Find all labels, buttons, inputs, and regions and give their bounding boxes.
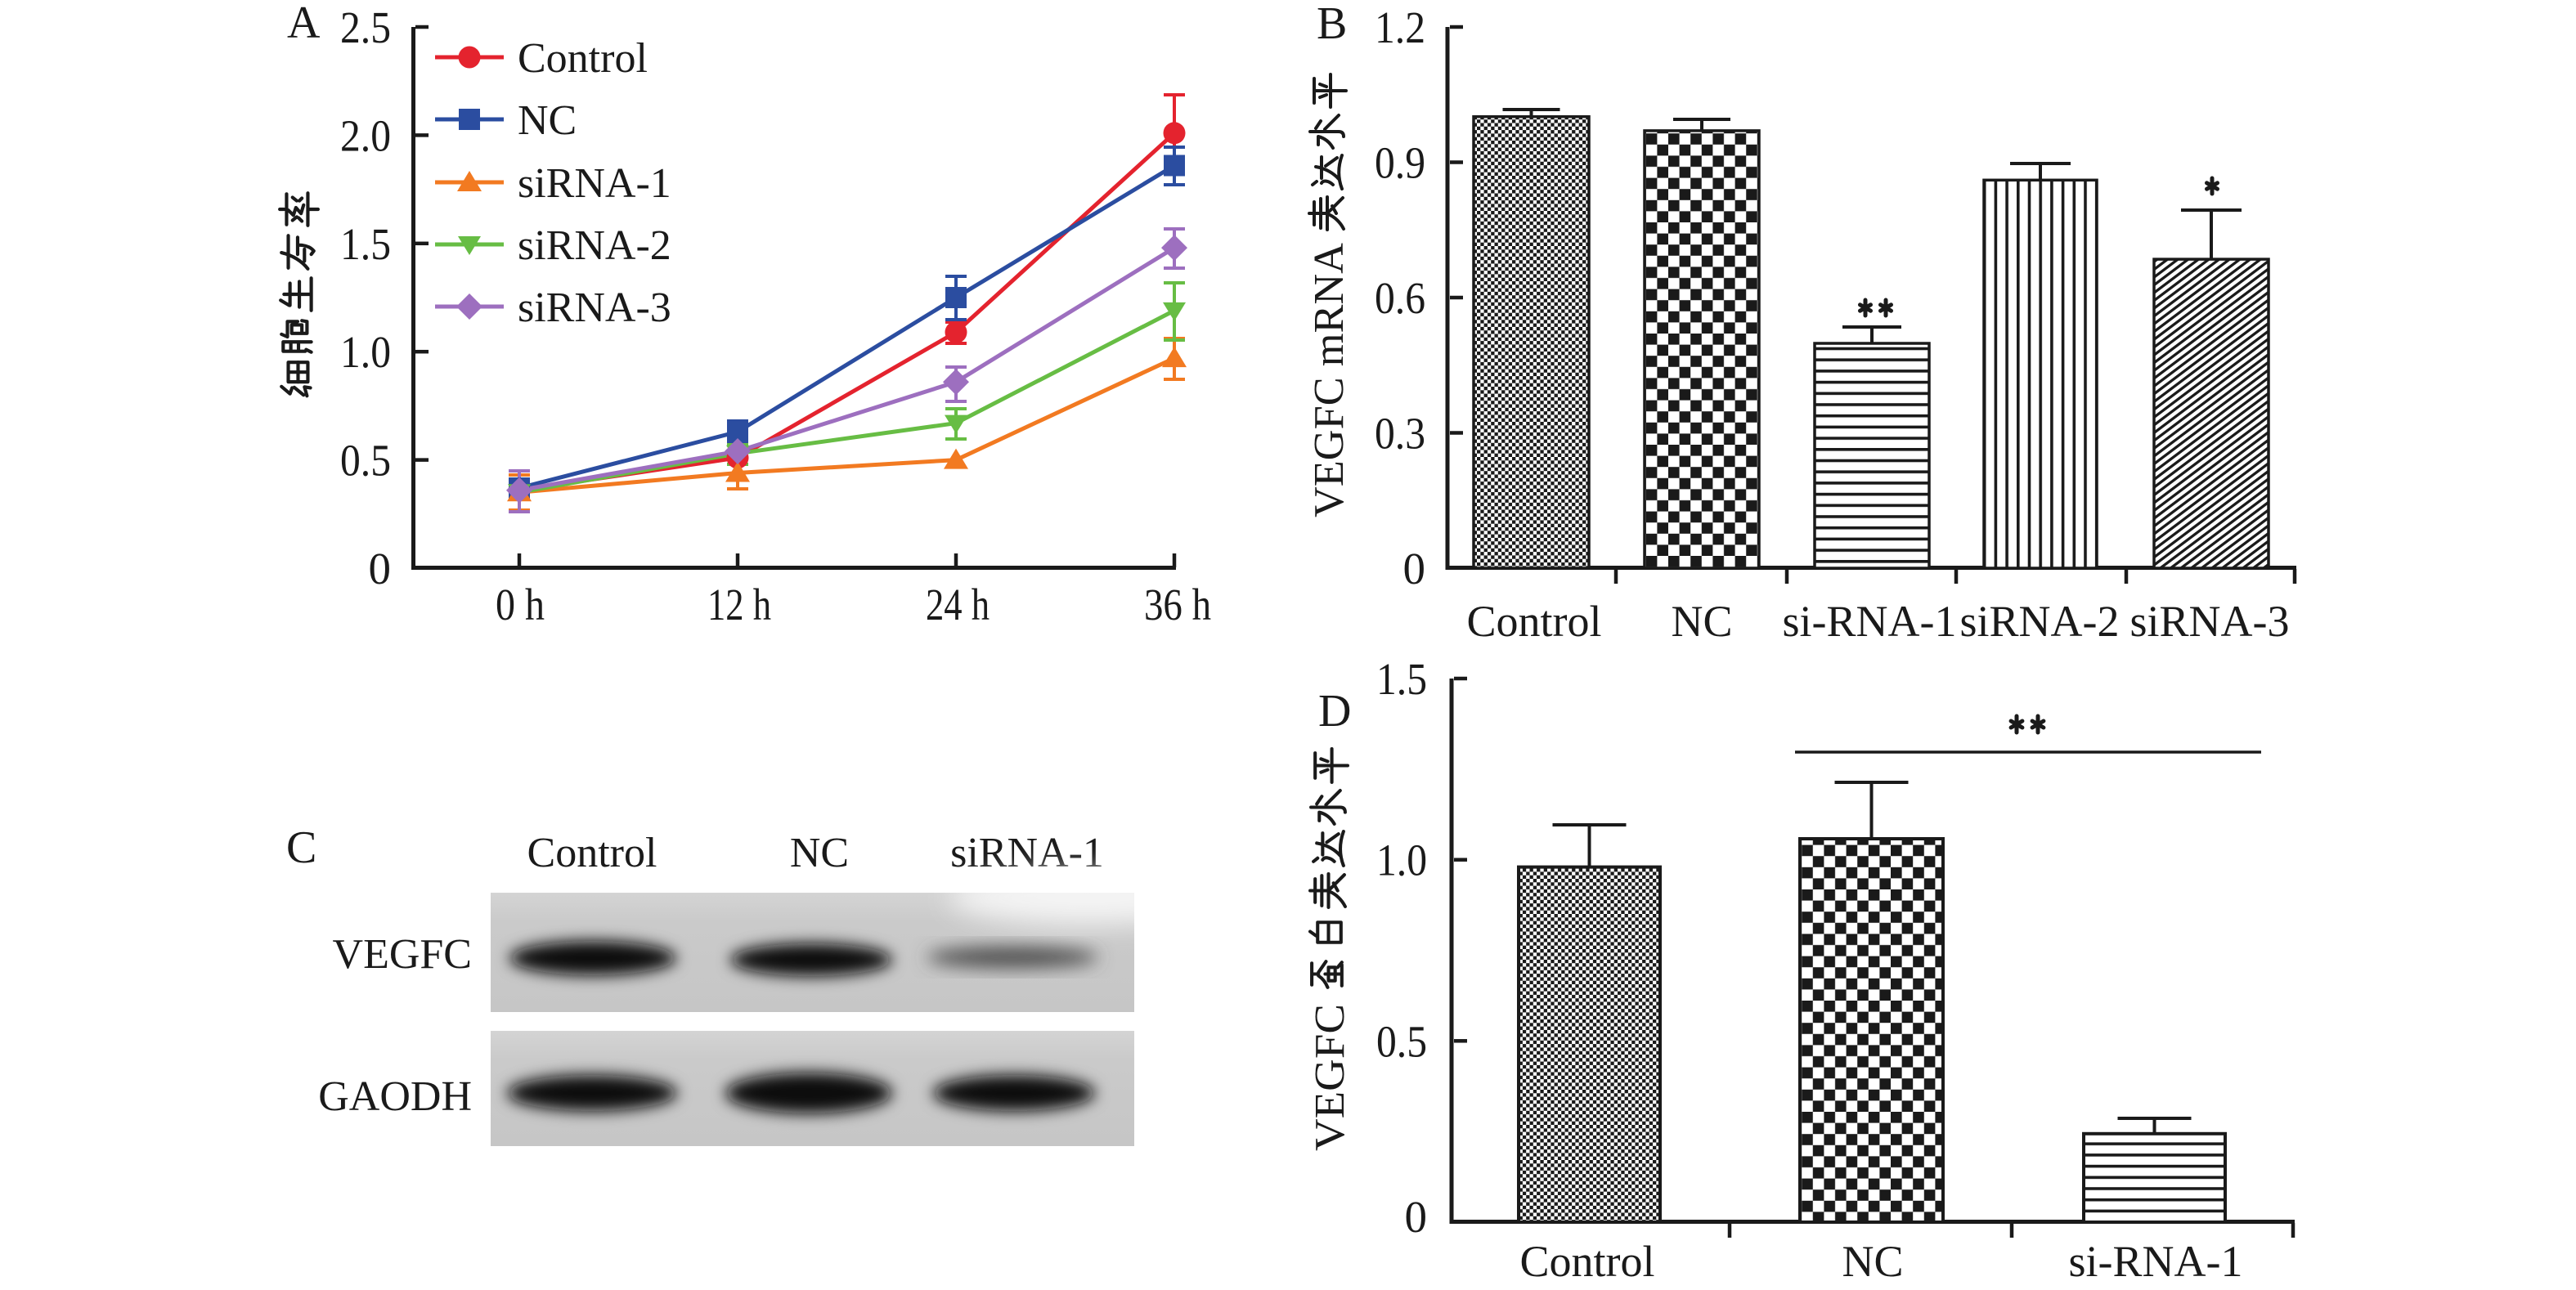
svg-text:Control: Control xyxy=(527,830,657,876)
svg-text:GAODH: GAODH xyxy=(318,1073,472,1120)
svg-text:si-RNA-1: si-RNA-1 xyxy=(2069,1237,2243,1286)
svg-text:1.0: 1.0 xyxy=(340,327,391,377)
svg-text:Control: Control xyxy=(1519,1237,1654,1286)
svg-text:VEGFC: VEGFC xyxy=(333,931,472,978)
svg-text:si-RNA-1: si-RNA-1 xyxy=(1783,597,1957,646)
svg-text:1.0: 1.0 xyxy=(1376,835,1427,885)
svg-text:A: A xyxy=(287,0,321,48)
svg-text:0: 0 xyxy=(1405,1192,1428,1242)
svg-text:0 h: 0 h xyxy=(496,580,545,629)
svg-text:siRNA-3: siRNA-3 xyxy=(2129,597,2289,646)
svg-text:NC: NC xyxy=(518,97,577,144)
svg-text:siRNA-1: siRNA-1 xyxy=(518,160,671,207)
svg-text:0: 0 xyxy=(369,544,392,593)
svg-text:0.9: 0.9 xyxy=(1375,137,1425,187)
svg-text:0: 0 xyxy=(1403,544,1426,593)
svg-text:NC: NC xyxy=(790,830,849,876)
svg-text:0.3: 0.3 xyxy=(1375,408,1425,458)
svg-text:24 h: 24 h xyxy=(926,580,990,629)
svg-text:1.5: 1.5 xyxy=(1376,654,1427,704)
svg-text:0.5: 0.5 xyxy=(340,436,391,486)
svg-text:siRNA-1: siRNA-1 xyxy=(950,830,1104,876)
svg-text:Control: Control xyxy=(518,35,648,82)
svg-text:siRNA-2: siRNA-2 xyxy=(1959,597,2119,646)
svg-text:NC: NC xyxy=(1671,597,1732,646)
svg-text:1.5: 1.5 xyxy=(340,219,391,269)
svg-text:D: D xyxy=(1318,686,1351,737)
svg-text:siRNA-3: siRNA-3 xyxy=(518,284,671,331)
svg-text:0.6: 0.6 xyxy=(1375,273,1425,323)
svg-text:VEGFC: VEGFC xyxy=(1307,1004,1353,1151)
svg-text:2.5: 2.5 xyxy=(340,2,391,52)
svg-text:VEGFC mRNA: VEGFC mRNA xyxy=(1306,243,1353,517)
svg-text:Control: Control xyxy=(1466,597,1601,646)
svg-text:NC: NC xyxy=(1842,1237,1903,1286)
svg-text:36 h: 36 h xyxy=(1144,580,1211,629)
svg-text:siRNA-2: siRNA-2 xyxy=(518,222,671,269)
svg-text:0.5: 0.5 xyxy=(1376,1016,1427,1066)
svg-text:C: C xyxy=(286,822,316,873)
svg-text:12 h: 12 h xyxy=(707,580,771,629)
svg-text:1.2: 1.2 xyxy=(1375,2,1425,52)
svg-text:2.0: 2.0 xyxy=(340,110,391,160)
svg-text:B: B xyxy=(1317,0,1347,49)
